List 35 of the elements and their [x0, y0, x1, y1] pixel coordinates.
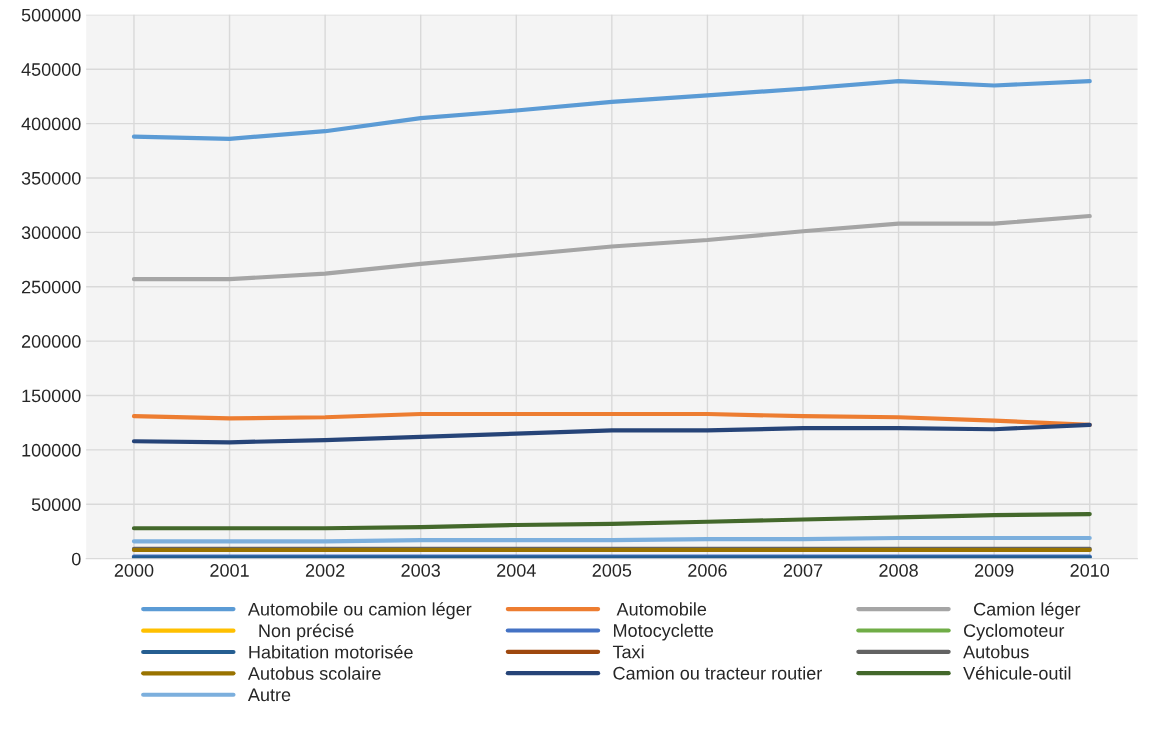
y-tick-label: 400000 [21, 117, 81, 131]
legend-label: Automobile [616, 602, 707, 616]
y-tick-label: 450000 [21, 63, 81, 76]
x-tick-label: 2002 [305, 564, 345, 577]
y-tick-label: 50000 [31, 498, 81, 512]
legend-label: Véhicule-outil [963, 666, 1071, 680]
y-tick-label: 500000 [21, 8, 81, 22]
legend-label: Taxi [612, 645, 644, 659]
legend-label: Autre [247, 688, 291, 702]
legend-label: Cyclomoteur [964, 623, 1065, 641]
x-tick-label: 2003 [401, 564, 440, 577]
x-tick-label: 2010 [1070, 564, 1110, 577]
y-tick-label: 200000 [21, 335, 81, 348]
legend-label: Camion ou tracteur routier [613, 666, 822, 680]
legend-label: Motocyclette [614, 623, 714, 641]
x-tick-label: 2005 [592, 564, 632, 577]
y-tick-label: 350000 [21, 171, 81, 185]
y-tick-label: 250000 [21, 280, 81, 294]
x-tick-label: 2004 [497, 564, 536, 577]
legend-label: Non précisé [259, 623, 354, 641]
x-tick-label: 2006 [688, 564, 727, 577]
y-tick-label: 150000 [22, 389, 81, 403]
x-tick-label: 2007 [783, 564, 823, 577]
y-tick-label: 100000 [22, 443, 81, 457]
legend-label: Autobus scolaire [247, 666, 381, 680]
legend-label: Automobile ou camion léger [247, 602, 472, 620]
x-tick-label: 2008 [879, 564, 918, 577]
x-tick-label: 2000 [114, 564, 154, 577]
y-tick-label: 300000 [21, 226, 81, 240]
legend-label: Habitation motorisée [249, 645, 413, 659]
y-tick-label: 0 [71, 552, 81, 566]
legend-label: Autobus [963, 645, 1029, 659]
x-tick-label: 2001 [210, 564, 249, 577]
legend-label: Camion léger [974, 602, 1081, 620]
x-tick-label: 2009 [974, 564, 1014, 577]
